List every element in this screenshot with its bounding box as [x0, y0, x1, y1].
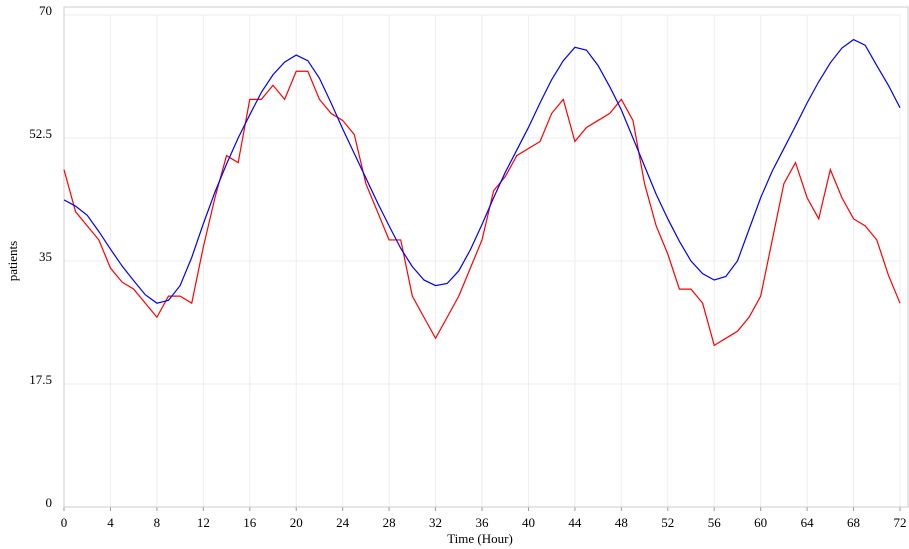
- y-tick-label: 35: [39, 249, 52, 264]
- x-tick-label: 36: [476, 515, 490, 530]
- plot-border: [63, 6, 909, 508]
- x-tick-label: 72: [894, 515, 907, 530]
- x-tick-label: 44: [568, 515, 582, 530]
- y-tick-label: 17.5: [29, 372, 52, 387]
- x-tick-label: 56: [708, 515, 722, 530]
- line-series: [63, 38, 901, 304]
- x-tick-label: 4: [107, 515, 114, 530]
- x-tick-label: 60: [754, 515, 767, 530]
- x-tick-label: 40: [522, 515, 535, 530]
- x-tick-label: 8: [154, 515, 161, 530]
- x-tick-label: 52: [661, 515, 674, 530]
- x-tick-label: 20: [290, 515, 303, 530]
- x-tick-label: 48: [615, 515, 628, 530]
- x-tick-label: 32: [429, 515, 442, 530]
- x-tick-label: 12: [197, 515, 210, 530]
- x-tick-label: 64: [801, 515, 815, 530]
- x-tick-label: 0: [61, 515, 68, 530]
- x-tick-label: 28: [383, 515, 396, 530]
- y-axis-label: patients: [5, 241, 20, 281]
- x-tick-label: 16: [243, 515, 257, 530]
- x-tick-label: 24: [336, 515, 350, 530]
- y-tick-label: 0: [46, 495, 53, 510]
- y-tick-label: 70: [39, 3, 52, 18]
- line-series: [63, 70, 901, 347]
- x-tick-label: 68: [847, 515, 860, 530]
- x-axis-label: Time (Hour): [447, 531, 513, 546]
- y-tick-label: 52.5: [29, 126, 52, 141]
